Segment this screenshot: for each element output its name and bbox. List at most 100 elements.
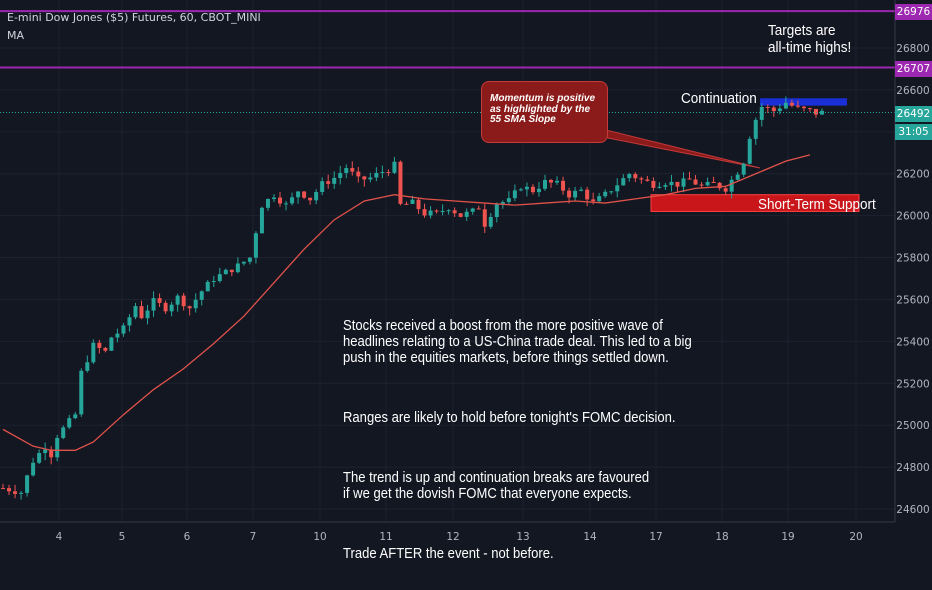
candle-body	[247, 257, 252, 262]
candle-body	[151, 298, 156, 311]
candle-body	[31, 462, 36, 476]
candle-body	[13, 491, 18, 494]
symbol-title[interactable]: E-mini Dow Jones ($5) Futures, 60, CBOT_…	[7, 11, 261, 24]
candle-body	[133, 306, 138, 318]
candle-body	[392, 161, 397, 173]
commentary-paragraph-4: Trade AFTER the event - not before.	[343, 546, 554, 562]
candle-body	[290, 197, 295, 204]
candle-body	[55, 437, 60, 458]
candle-body	[777, 108, 782, 112]
x-tick-label: 20	[849, 531, 862, 543]
bar-countdown-label: 31:05	[895, 124, 932, 140]
candle-body	[422, 209, 427, 216]
candle-body	[446, 210, 451, 212]
candle-body	[627, 174, 632, 179]
y-tick-label: 26200	[896, 169, 929, 181]
x-tick-label: 12	[446, 531, 459, 543]
candle-body	[338, 172, 343, 178]
candle-body	[518, 189, 523, 191]
candle-body	[567, 190, 572, 198]
candle-body	[609, 191, 614, 193]
candle-body	[603, 191, 608, 197]
x-tick-label: 19	[781, 531, 794, 543]
candle-body	[362, 176, 367, 180]
candle-body	[591, 199, 596, 202]
candle-body	[332, 177, 337, 184]
candle-body	[49, 449, 54, 458]
continuation-zone-box	[760, 98, 847, 106]
candle-body	[241, 261, 246, 264]
candle-body	[771, 107, 776, 112]
candle-body	[374, 172, 379, 178]
x-tick-label: 4	[56, 531, 63, 543]
candle-body	[229, 269, 234, 273]
candle-body	[747, 138, 752, 164]
commentary-paragraph-1: Stocks received a boost from the more po…	[343, 318, 692, 366]
candle-body	[1, 488, 5, 490]
candle-body	[723, 188, 728, 192]
candle-body	[705, 181, 710, 186]
x-tick-label: 17	[649, 531, 662, 543]
candle-body	[573, 190, 578, 198]
candle-body	[37, 453, 42, 463]
x-tick-label: 5	[119, 531, 126, 543]
candle-body	[25, 475, 30, 493]
candle-body	[169, 304, 174, 312]
support-zone-box	[650, 194, 860, 212]
candle-body	[428, 210, 433, 216]
candle-body	[157, 298, 162, 303]
candle-body	[398, 161, 403, 204]
y-tick-label: 25200	[896, 378, 929, 390]
candle-body	[217, 274, 222, 282]
candle-body	[253, 233, 258, 258]
level-price-label-top: 26976	[895, 4, 932, 20]
candle-body	[235, 263, 240, 273]
indicator-label[interactable]: MA	[7, 29, 25, 42]
candle-body	[735, 174, 740, 180]
candle-body	[356, 171, 361, 177]
candle-body	[97, 342, 102, 348]
y-tick-label: 25000	[896, 420, 929, 432]
candle-body	[549, 179, 554, 183]
candle-body	[7, 488, 12, 492]
chart-background	[0, 0, 932, 550]
candle-body	[494, 204, 499, 217]
x-tick-label: 7	[250, 531, 257, 543]
candle-body	[302, 191, 307, 198]
candle-body	[555, 180, 560, 183]
candle-body	[476, 208, 481, 210]
candle-body	[67, 418, 72, 428]
y-tick-label: 24800	[896, 462, 929, 474]
y-tick-label: 26600	[896, 85, 929, 97]
x-tick-label: 14	[583, 531, 597, 543]
candle-body	[482, 209, 487, 227]
price-axis	[895, 0, 932, 550]
candle-body	[73, 414, 78, 419]
candle-body	[536, 188, 541, 193]
candle-body	[753, 119, 758, 139]
y-tick-label: 26000	[896, 211, 929, 223]
y-tick-label: 25800	[896, 253, 929, 265]
candle-body	[121, 325, 126, 334]
candle-body	[458, 213, 463, 217]
candle-body	[657, 186, 662, 188]
candle-body	[211, 281, 216, 283]
price-chart[interactable]: 24600 24800 25000 25200 25400 25600 25800 26000…	[0, 0, 932, 550]
candle-body	[326, 181, 331, 184]
candle-body	[452, 210, 457, 214]
candle-body	[145, 310, 150, 319]
candle-body	[344, 168, 349, 173]
y-tick-label: 26800	[896, 43, 929, 55]
candle-body	[265, 199, 270, 208]
candle-body	[542, 179, 547, 189]
candle-body	[440, 211, 445, 213]
candle-body	[127, 317, 132, 326]
x-tick-label: 6	[184, 531, 191, 543]
candle-body	[320, 181, 325, 192]
support-annotation: Short-Term Support	[758, 196, 876, 213]
candle-body	[271, 197, 276, 200]
candle-body	[350, 168, 355, 172]
candle-body	[103, 347, 108, 351]
candle-body	[579, 189, 584, 191]
candle-body	[729, 179, 734, 192]
